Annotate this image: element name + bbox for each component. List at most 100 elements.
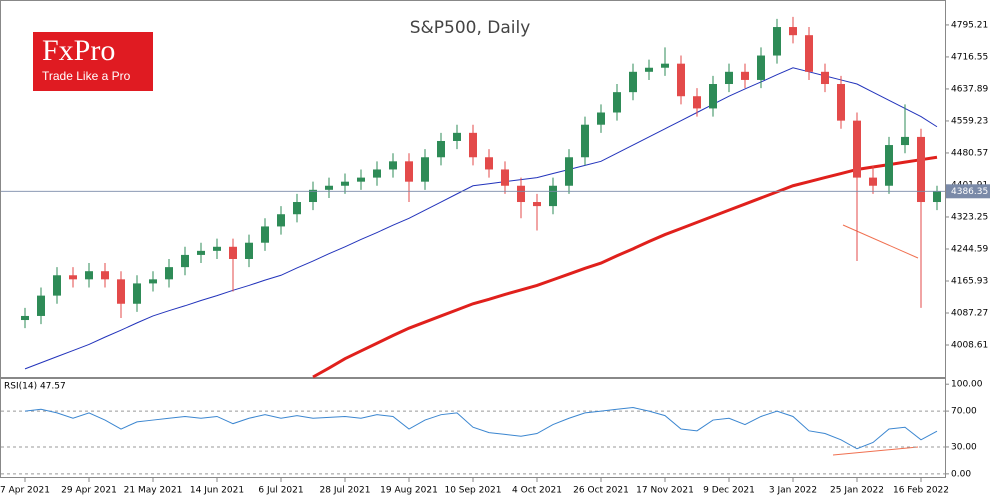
candle-body [789,27,797,36]
candle-body [181,254,189,268]
y-tick-label: 4244.59 [951,244,988,254]
x-tick-label: 21 May 2021 [124,486,183,496]
x-tick-label: 17 Nov 2021 [636,486,694,496]
y-tick-label: 4087.27 [951,309,988,319]
candle-body [421,157,429,182]
candle-body [613,92,621,113]
price-label: 4386.35 [951,187,988,197]
y-tick-label: 4559.23 [951,116,988,126]
candle-body [101,271,109,280]
candle-body [853,120,861,178]
y-tick-label: 4480.57 [951,148,988,158]
x-tick-label: 25 Jan 2022 [830,486,884,496]
candle-body [53,275,61,296]
x-tick-label: 29 Apr 2021 [61,486,117,496]
price-label-box [946,184,990,199]
candle-body [677,63,685,97]
candle-body [389,161,397,170]
candle-body [37,295,45,316]
candle-body [517,185,525,203]
candle-body [469,132,477,158]
candle-body [277,214,285,227]
x-tick-label: 16 Feb 2022 [893,486,949,496]
candle-body [725,71,733,85]
candle-body [165,267,173,280]
rsi-line [24,407,938,450]
candle-body [325,185,333,190]
candle-body [373,169,381,178]
candle-body [341,181,349,186]
candle-body [245,242,253,259]
chart-title: S&P500, Daily [410,18,531,38]
candle-body [261,226,269,243]
x-tick-label: 10 Sep 2021 [444,486,501,496]
candle-body [565,157,573,186]
x-tick-label: 26 Oct 2021 [573,486,629,496]
trend-line [832,446,919,456]
candle-body [693,96,701,109]
y-tick-label: 4165.93 [951,276,988,286]
candle-body [821,71,829,85]
y-tick-label: 4795.21 [951,20,988,30]
candle-body [437,140,445,158]
candle-body [85,271,93,280]
candle-body [709,84,717,109]
candle-body [501,169,509,186]
candle-body [933,191,941,203]
candle-body [213,246,221,251]
price-frame [0,0,946,378]
candle-body [21,315,29,321]
candle-body [757,55,765,80]
candle-body [229,246,237,259]
x-tick-label: 7 Apr 2021 [0,486,50,496]
rsi-tick-label: 30.00 [951,442,977,452]
y-tick-label: 4323.25 [951,212,988,222]
candle-body [581,124,589,158]
y-tick-label: 4716.55 [951,52,988,62]
candle-body [869,177,877,186]
candle-body [549,185,557,207]
rsi-tick-label: 100.00 [951,380,983,390]
moving-average [312,155,938,379]
candle-body [773,27,781,56]
candle-body [901,136,909,146]
candle-body [453,132,461,141]
candle-body [597,112,605,125]
x-tick-label: 4 Oct 2021 [512,486,562,496]
candle-body [117,279,125,304]
x-tick-label: 9 Dec 2021 [703,486,755,496]
rsi-label: RSI(14) 47.57 [4,382,66,392]
moving-average [24,67,938,370]
candle-body [149,279,157,284]
x-tick-label: 14 Jun 2021 [190,486,244,496]
y-tick-label: 4637.89 [951,84,988,94]
candle-body [741,71,749,80]
y-tick-label: 4008.61 [951,341,988,351]
candle-body [293,202,301,215]
candle-body [805,35,813,72]
candle-body [405,161,413,182]
logo-brand: FxPro [42,34,115,67]
candle-body [309,189,317,203]
candle-body [533,202,541,207]
candle-body [357,177,365,182]
x-tick-label: 28 Jul 2021 [320,486,371,496]
candle-body [837,84,845,121]
candle-body [485,157,493,170]
logo-box [33,32,153,91]
candle-body [645,67,653,72]
candle-body [629,71,637,93]
x-tick-label: 19 Aug 2021 [380,486,438,496]
x-tick-label: 3 Jan 2022 [769,486,817,496]
rsi-tick-label: 70.00 [951,407,977,417]
candle-body [661,63,669,68]
trend-line [842,224,919,259]
candle-body [69,275,77,280]
rsi-frame [0,378,946,478]
logo-tagline: Trade Like a Pro [42,69,131,83]
rsi-tick-label: 0.00 [951,469,971,479]
candle-body [133,283,141,304]
candle-body [197,250,205,255]
